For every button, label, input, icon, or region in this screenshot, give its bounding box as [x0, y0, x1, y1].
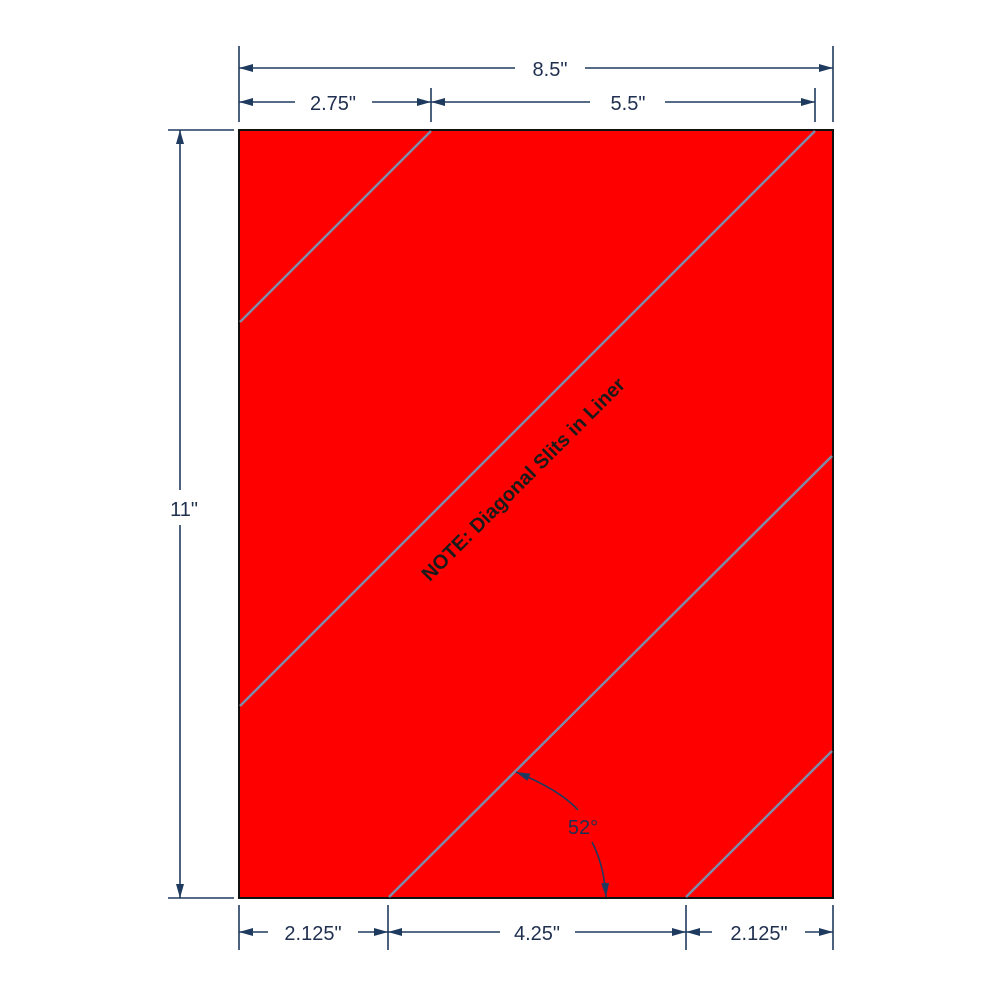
angle-indicator: 52° — [515, 771, 610, 898]
dimension-top-right: 5.5" — [431, 88, 816, 122]
diagonal-slit-4 — [685, 750, 833, 898]
dimension-label: 2.75" — [310, 93, 356, 115]
diagonal-slit-3 — [388, 455, 833, 898]
dimension-label-bottom-left: 2.125" — [284, 923, 341, 945]
dimension-top-left: 2.75" — [239, 88, 432, 122]
dimension-label-bottom-middle: 4.25" — [514, 923, 560, 945]
diagonal-slit-1 — [239, 130, 432, 323]
dimension-label: 8.5" — [533, 59, 568, 81]
dimension-bottom: 2.125" 4.25" 2.125" — [238, 905, 834, 950]
dimension-height: 11" — [168, 129, 234, 899]
angle-label: 52° — [568, 817, 598, 839]
dimension-label: 5.5" — [611, 93, 646, 115]
dimension-overall-width: 8.5" — [238, 46, 834, 122]
dimension-label: 11" — [170, 499, 198, 521]
diagonal-slit-2 — [239, 130, 816, 707]
red-sheet — [238, 129, 834, 899]
dimension-label-bottom-right: 2.125" — [730, 923, 787, 945]
